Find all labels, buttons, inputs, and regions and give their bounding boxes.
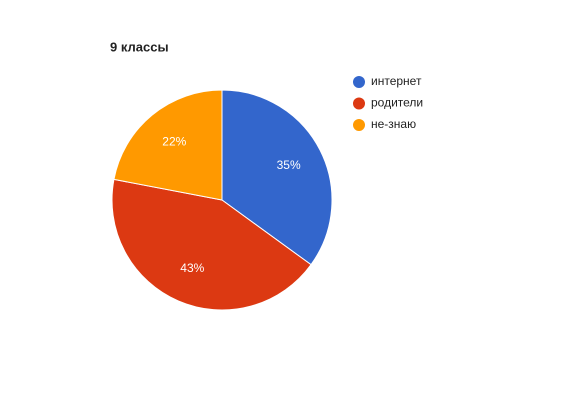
legend-marker xyxy=(353,97,365,110)
pie-slice xyxy=(113,89,223,201)
legend-marker xyxy=(353,76,365,88)
pie-slice xyxy=(221,89,333,266)
legend-label: интернет xyxy=(371,74,422,88)
chart-title: 9 классы xyxy=(110,39,169,54)
legend-marker xyxy=(353,119,365,131)
data-label: 22% xyxy=(162,135,186,149)
data-label: 35% xyxy=(277,158,301,172)
pie-slice xyxy=(111,178,312,311)
legend-label: не-знаю xyxy=(371,117,416,131)
legend-label: родители xyxy=(371,96,423,110)
data-label: 43% xyxy=(180,261,204,275)
